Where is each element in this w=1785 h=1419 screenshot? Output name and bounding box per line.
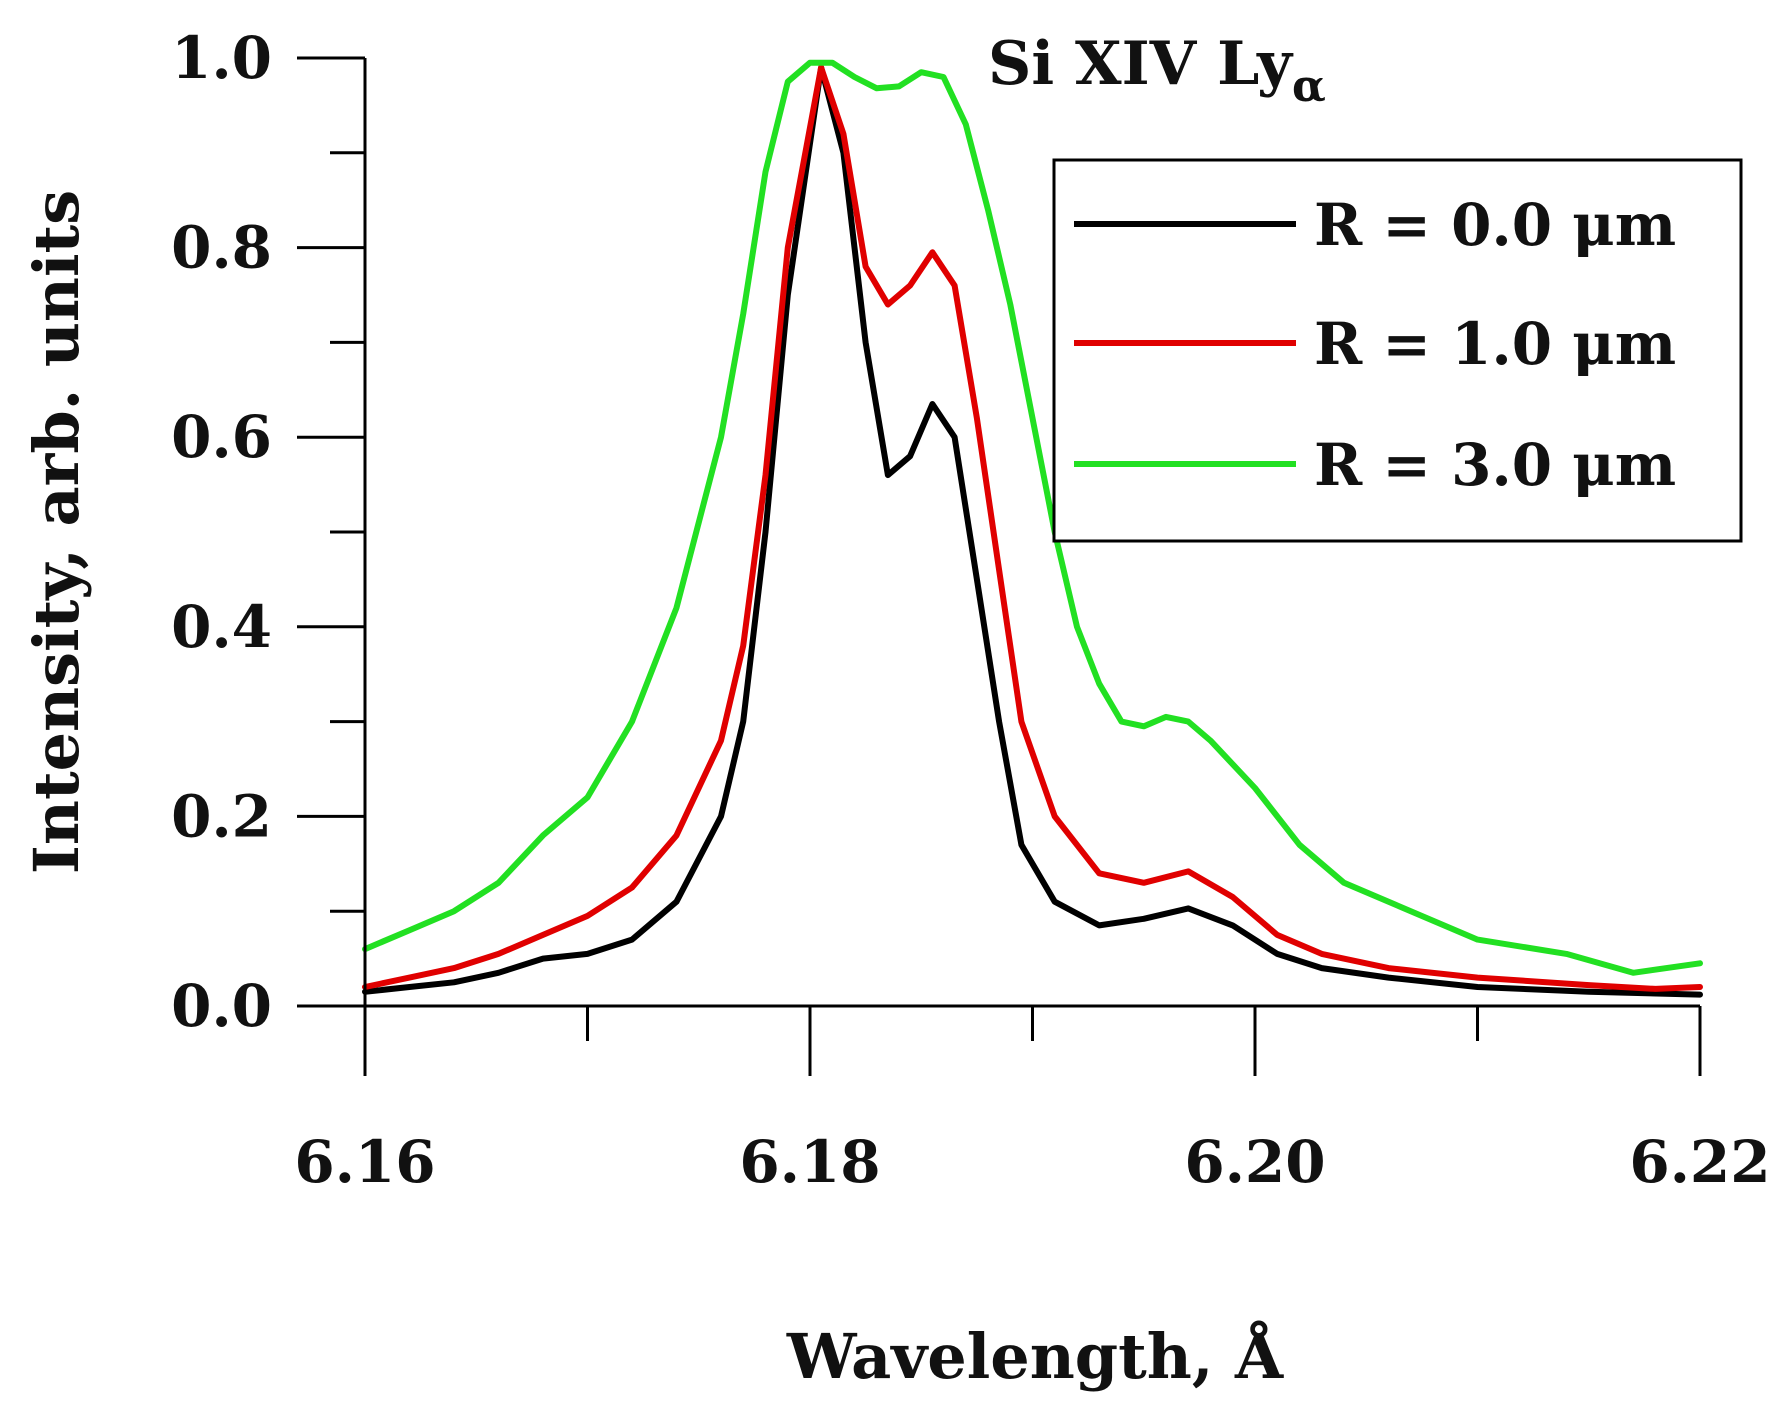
series-line-2 <box>362 59 1703 976</box>
series-line-1 <box>362 64 1703 992</box>
chart-title: Si XIV Lyα <box>988 29 1326 112</box>
x-ticks-group: 6.16 6.18 6.20 6.22 <box>294 1006 1771 1196</box>
y-tick-label: 0.0 <box>171 972 272 1040</box>
y-tick-label: 0.4 <box>171 593 272 661</box>
x-tick-label: 6.22 <box>1629 1128 1770 1196</box>
chart-title-subscript: α <box>1292 61 1326 112</box>
x-tick-label: 6.18 <box>739 1128 880 1196</box>
y-tick-label: 0.2 <box>171 782 272 850</box>
y-tick-label: 1.0 <box>171 24 272 92</box>
plot-series-group <box>362 59 1703 998</box>
legend-label-1: R = 1.0 μm <box>1314 310 1676 378</box>
y-tick-label: 0.6 <box>171 403 272 471</box>
legend-label-2: R = 3.0 μm <box>1314 431 1676 499</box>
y-tick-label: 0.8 <box>171 214 272 282</box>
x-tick-label: 6.20 <box>1184 1128 1325 1196</box>
legend-label-0: R = 0.0 μm <box>1314 191 1676 259</box>
x-axis-title: Wavelength, Å <box>786 1320 1284 1393</box>
y-axis-title: Intensity, arb. units <box>20 190 93 874</box>
x-tick-label: 6.16 <box>294 1128 435 1196</box>
legend: R = 0.0 μm R = 1.0 μm R = 3.0 μm <box>1052 158 1743 543</box>
y-ticks-group: 0.0 0.2 0.4 0.6 0.8 1.0 <box>171 24 365 1040</box>
series-line-0 <box>362 64 1703 998</box>
